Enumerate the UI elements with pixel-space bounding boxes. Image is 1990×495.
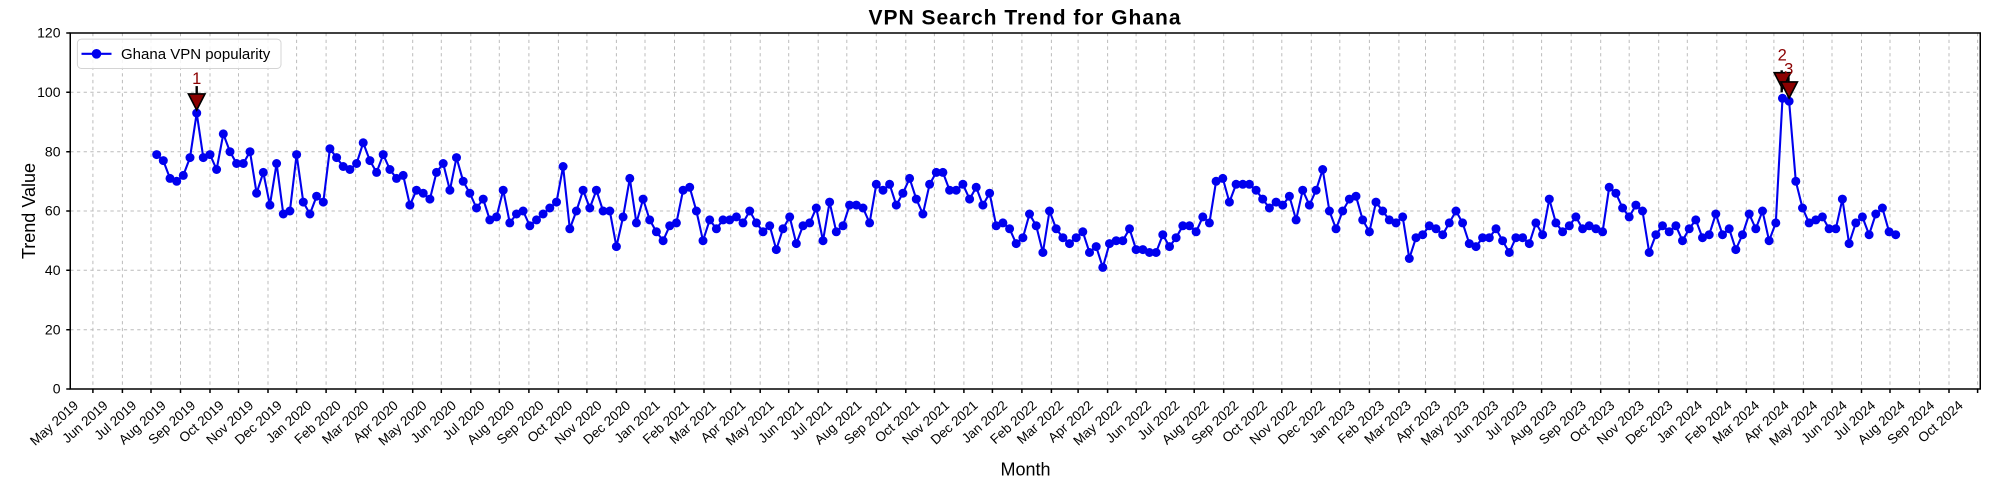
- svg-text:3: 3: [1784, 60, 1793, 78]
- svg-text:2: 2: [1778, 47, 1787, 65]
- svg-text:Ghana VPN popularity: Ghana VPN popularity: [121, 46, 271, 63]
- svg-text:100: 100: [37, 84, 61, 100]
- svg-text:60: 60: [45, 203, 61, 219]
- svg-text:VPN Search Trend for Ghana: VPN Search Trend for Ghana: [868, 7, 1181, 30]
- svg-text:1: 1: [192, 70, 201, 88]
- svg-text:40: 40: [45, 262, 61, 278]
- svg-text:0: 0: [53, 381, 61, 397]
- svg-text:80: 80: [45, 143, 61, 159]
- svg-text:20: 20: [45, 321, 61, 337]
- svg-text:Trend Value: Trend Value: [19, 163, 39, 259]
- svg-text:Month: Month: [1000, 460, 1050, 480]
- svg-text:120: 120: [37, 25, 61, 41]
